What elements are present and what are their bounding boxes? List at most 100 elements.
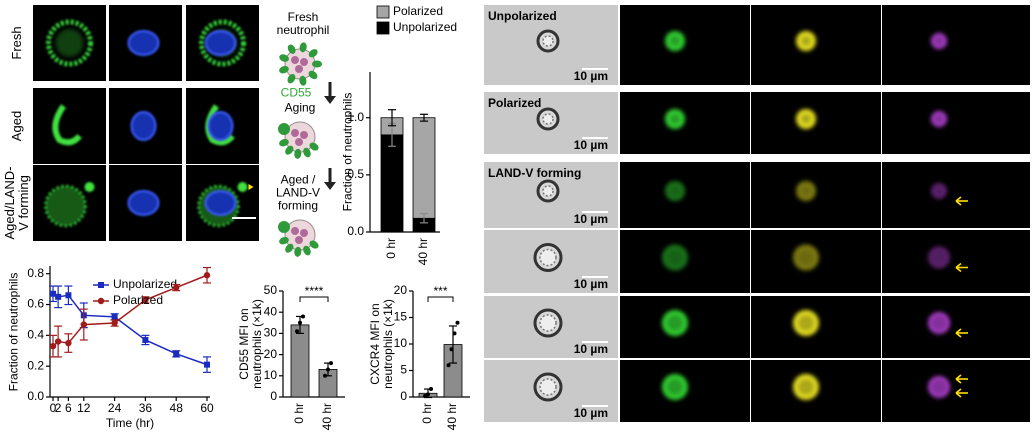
cd55-blob xyxy=(285,243,294,253)
nucleus-lobe xyxy=(295,138,303,146)
y-tick-label: 15 xyxy=(394,310,408,324)
micrograph-tile xyxy=(33,88,106,164)
dapi-stain xyxy=(204,190,237,216)
legend-swatch xyxy=(376,5,390,19)
scale-label: 10 µm xyxy=(574,138,608,152)
cd55-stain xyxy=(44,184,87,228)
y-tick-label: 10 xyxy=(264,368,278,382)
nucleus-lobe xyxy=(295,236,303,244)
data-point xyxy=(50,290,56,297)
pointer-arrowhead xyxy=(955,262,962,273)
data-point xyxy=(298,320,302,325)
y-tick-label: 40 xyxy=(264,304,278,318)
significance-label: *** xyxy=(433,284,447,298)
cd55-stain xyxy=(55,29,84,57)
dapi-stain xyxy=(127,190,160,216)
x-tick-label: 0 xyxy=(50,401,57,415)
cd55-blob xyxy=(279,138,289,147)
cd55-blob xyxy=(312,60,322,68)
y-tick-label: 0.8 xyxy=(27,266,44,280)
significance-label: **** xyxy=(305,284,324,298)
dapi-stain xyxy=(207,111,234,141)
data-point xyxy=(142,296,149,304)
cd55-stain xyxy=(237,182,248,192)
cd55-stain xyxy=(46,19,93,67)
y-tick-label: 5 xyxy=(400,363,407,377)
data-point xyxy=(173,284,180,291)
legend-label: Unpolarized xyxy=(113,277,177,291)
row-label: Aged/LAND-V forming xyxy=(2,166,31,240)
data-point xyxy=(449,347,454,352)
pointer-arrowhead xyxy=(955,196,962,206)
data-point xyxy=(65,339,72,347)
pointer-arrowhead xyxy=(955,388,962,398)
bar-segment xyxy=(412,117,436,219)
fluorescent-core xyxy=(798,249,814,266)
data-point xyxy=(329,361,333,366)
y-tick-label: 20 xyxy=(394,283,408,297)
data-point xyxy=(142,336,149,343)
fluorescent-core xyxy=(934,36,944,46)
schematic-step: Aging xyxy=(284,100,316,115)
nucleus-lobe xyxy=(295,65,303,73)
brightfield-core xyxy=(542,185,554,197)
data-point xyxy=(326,367,330,372)
cd55-blob xyxy=(308,70,318,80)
y-tick-label: 0.0 xyxy=(27,389,44,403)
scale-label: 10 µm xyxy=(574,406,608,420)
schematic-marker: CD55 xyxy=(280,85,312,100)
dapi-stain xyxy=(130,111,157,141)
row-label: Fresh xyxy=(9,26,24,60)
cd55-blob xyxy=(287,44,296,54)
data-point xyxy=(55,293,62,300)
dapi-stain xyxy=(127,30,160,56)
channel-label: CD55 xyxy=(886,9,917,23)
x-tick-label: 48 xyxy=(170,401,184,415)
fluorescent-core xyxy=(801,186,811,196)
fluorescent-core xyxy=(801,36,811,46)
fluorescent-core xyxy=(667,249,683,266)
row-label: LAND-V forming xyxy=(488,166,581,180)
cd55-blob xyxy=(279,54,289,62)
y-tick-label: 0 xyxy=(270,389,277,403)
y-tick-label: 30 xyxy=(264,326,278,340)
channel-label: Merge xyxy=(189,6,223,20)
arrow-head xyxy=(324,182,336,190)
fluorescence-tile xyxy=(882,360,1030,422)
x-tick-label: 40 hr xyxy=(416,238,430,265)
fluorescence-tile xyxy=(751,162,881,228)
schematic-step: Fresh neutrophil xyxy=(276,10,330,37)
fluorescent-core xyxy=(798,315,814,331)
legend-marker xyxy=(98,282,104,288)
cd55-blob xyxy=(279,236,289,245)
scale-label: 5 µm xyxy=(229,222,256,236)
significance-bracket xyxy=(427,296,454,302)
significance-bracket xyxy=(299,296,329,302)
brightfield-core xyxy=(539,248,557,267)
fluorescent-core xyxy=(801,114,811,124)
channel-label: CD66b xyxy=(624,9,662,23)
arrow-head xyxy=(324,96,336,104)
scale-label: 10 µm xyxy=(574,342,608,356)
cd55-blob xyxy=(294,246,302,257)
y-tick-label: 50 xyxy=(264,283,278,297)
arrowhead xyxy=(248,184,254,190)
fluorescence-tile xyxy=(882,296,1030,358)
y-axis-label: CD55 MFI on neutrophils (×1k) xyxy=(237,299,264,389)
bar-segment xyxy=(380,134,404,233)
channel-label: DAPI xyxy=(112,6,140,20)
brightfield-core xyxy=(542,113,554,125)
fluorescence-tile xyxy=(751,92,881,154)
cd55-cluster xyxy=(278,221,290,233)
y-tick-label: 0.6 xyxy=(27,297,44,311)
fluorescence-tile xyxy=(882,162,1030,228)
row-label: Aged xyxy=(9,110,24,142)
cd55-blob xyxy=(285,145,294,155)
data-point xyxy=(204,361,210,368)
brightfield-core xyxy=(542,35,554,47)
legend-label: Polarized xyxy=(393,4,443,18)
channel-label: CD55 xyxy=(36,6,67,20)
nucleus-lobe xyxy=(291,227,299,235)
